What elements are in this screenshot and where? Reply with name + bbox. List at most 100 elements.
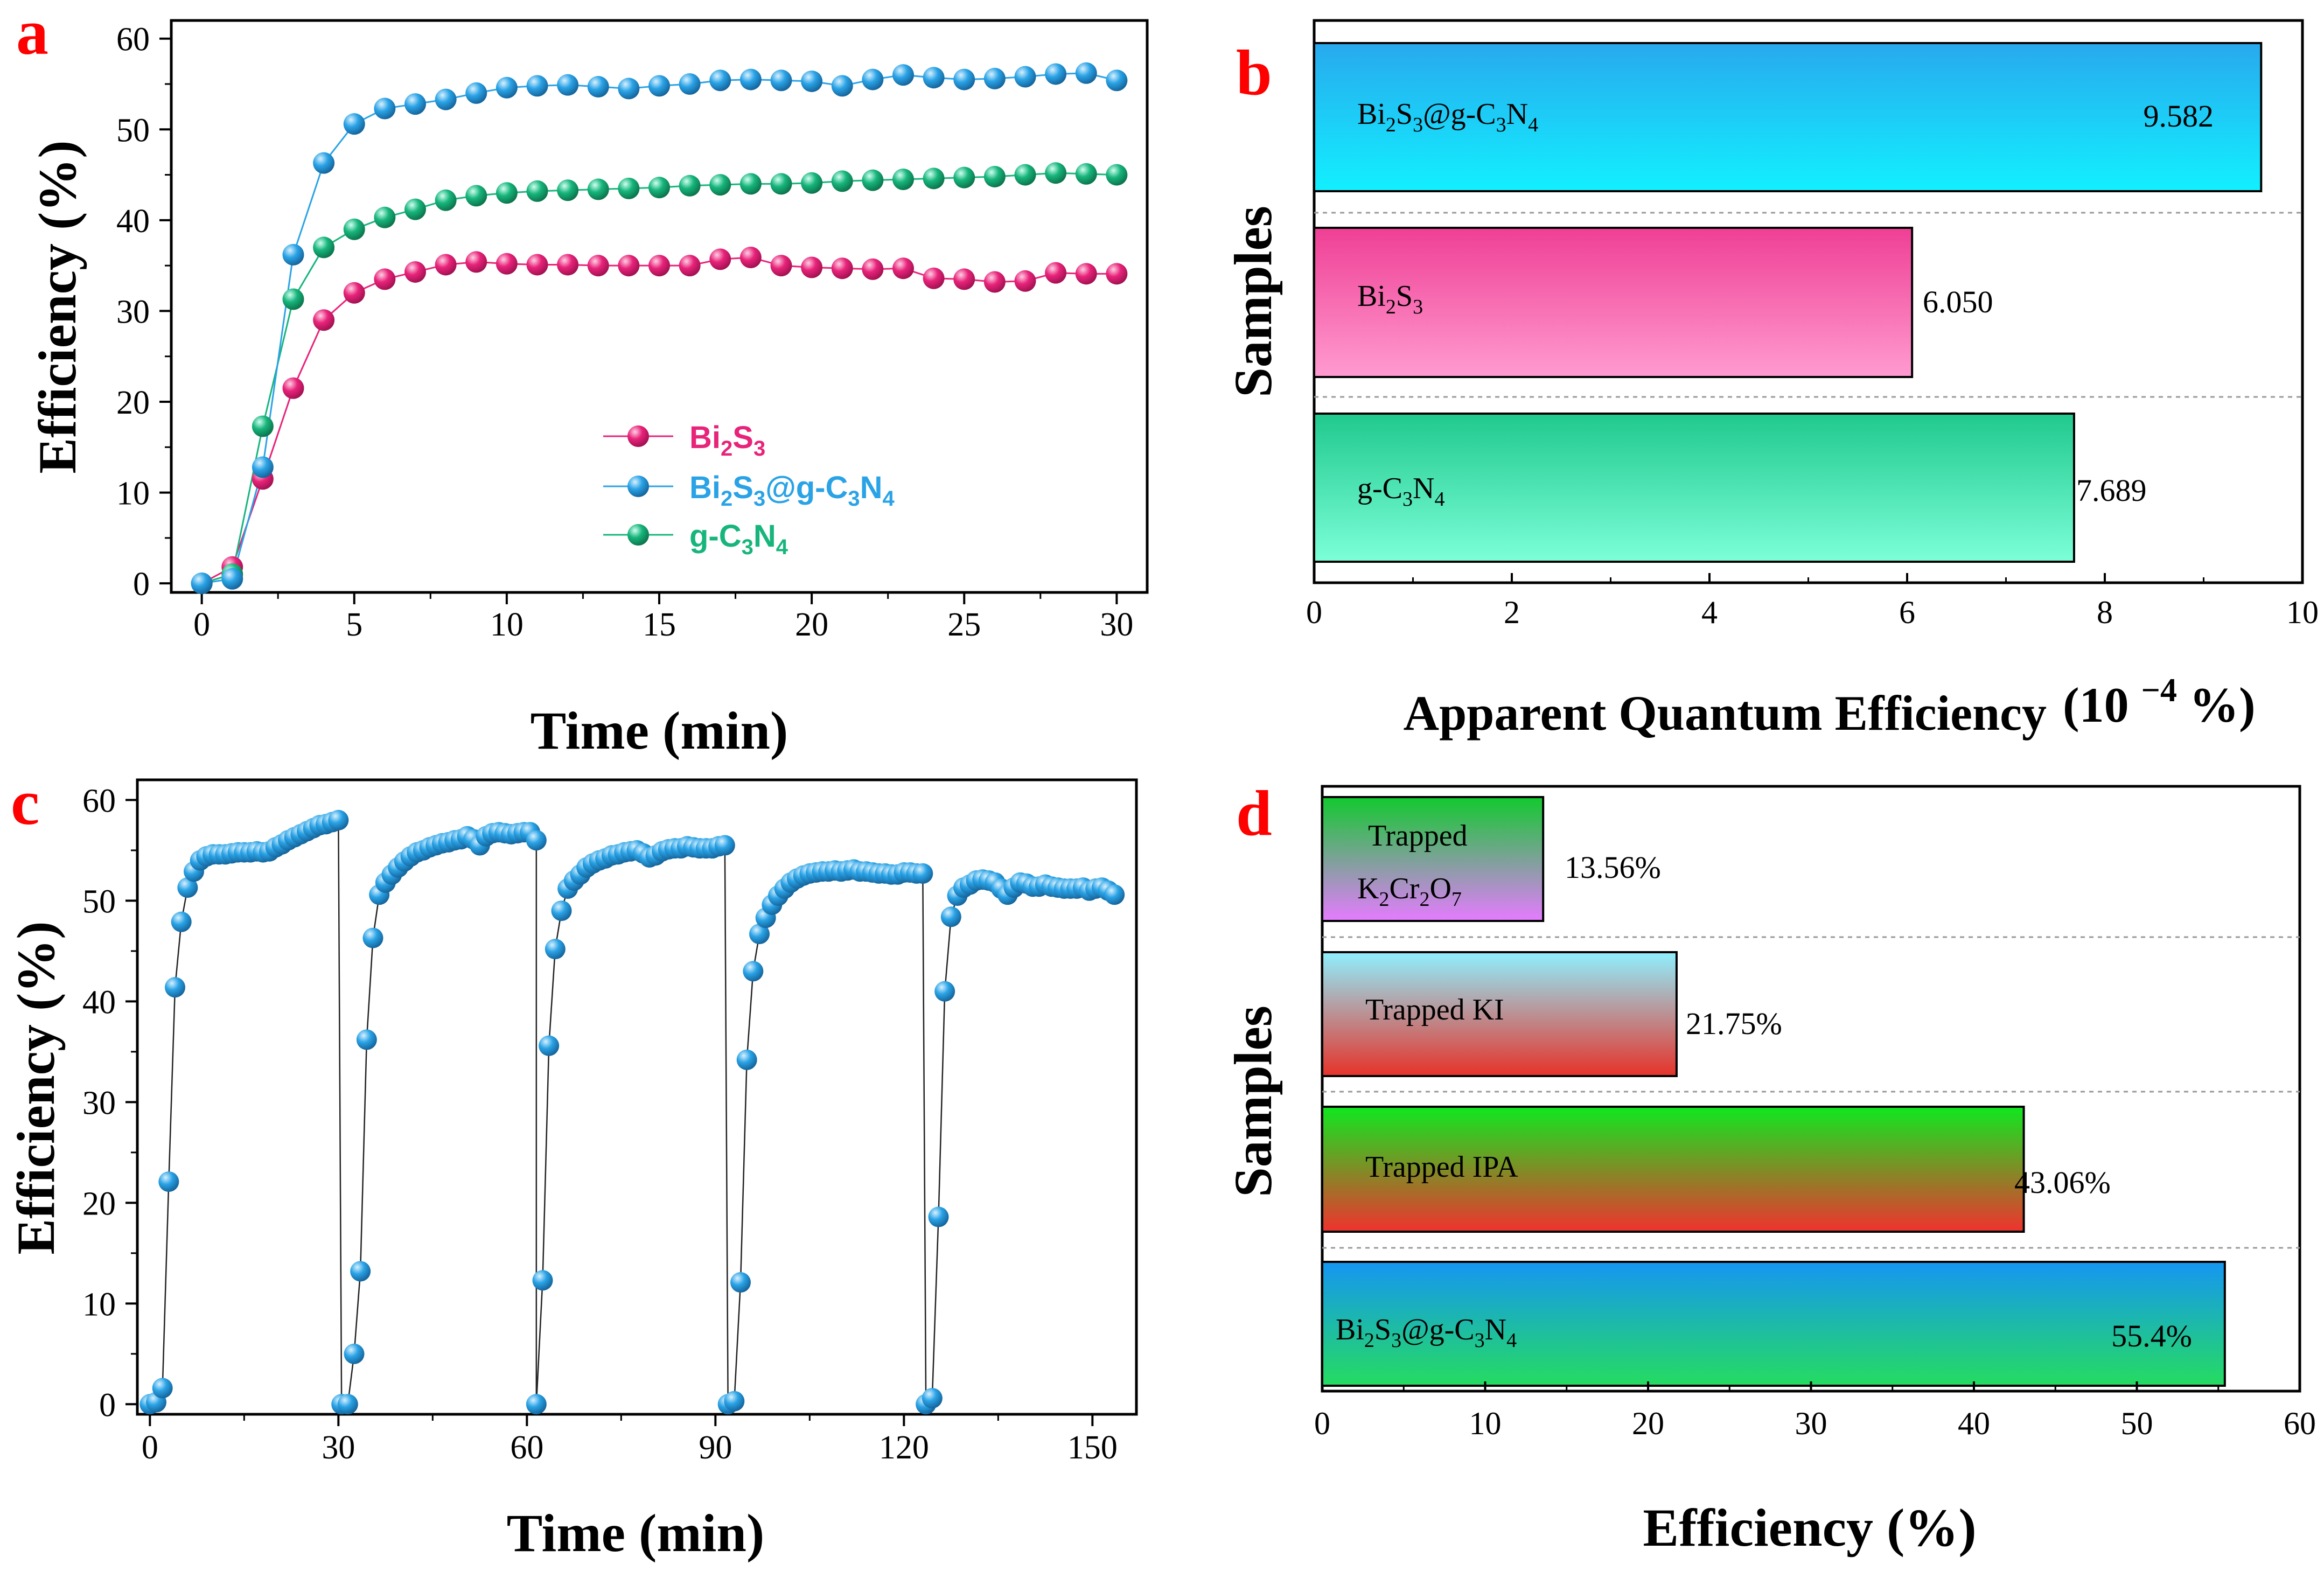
data-point bbox=[1014, 270, 1036, 292]
x-tick-label: 50 bbox=[2121, 1406, 2153, 1441]
x-tick-label: 6 bbox=[1899, 595, 1915, 630]
data-point bbox=[344, 1343, 365, 1364]
panel-c-series bbox=[139, 809, 1125, 1415]
data-point bbox=[618, 177, 640, 199]
data-point bbox=[177, 877, 198, 898]
data-point bbox=[362, 927, 383, 948]
panel-c-ticks: 0 30 60 90 120 150 0 10 20 30 40 50 60 bbox=[82, 783, 1118, 1466]
legend-item-bi2s3: Bi2S3 bbox=[603, 420, 765, 460]
x-tick-label: 0 bbox=[1306, 595, 1322, 630]
x-tick-label: 0 bbox=[142, 1429, 158, 1466]
panel-c-frame bbox=[136, 778, 1138, 1416]
data-point bbox=[709, 174, 731, 196]
data-point bbox=[221, 568, 243, 590]
data-point bbox=[831, 170, 853, 192]
bar-label-gc3n4: g-C3N4 bbox=[1357, 472, 1444, 511]
data-point bbox=[953, 166, 975, 188]
x-tick-label: 25 bbox=[947, 606, 981, 643]
y-tick-label: 40 bbox=[116, 203, 150, 240]
x-tick-label: 5 bbox=[346, 606, 362, 643]
y-tick-label: 40 bbox=[82, 984, 116, 1021]
data-point bbox=[435, 189, 457, 211]
data-point bbox=[282, 288, 304, 310]
panel-d-letter: d bbox=[1236, 777, 1272, 849]
data-point bbox=[739, 246, 762, 268]
panel-d-ticks: 0 10 20 30 40 50 60 bbox=[1314, 1381, 2316, 1441]
value-label-bi2s3: 6.050 bbox=[1923, 284, 1993, 319]
data-point bbox=[343, 218, 365, 240]
data-point bbox=[1106, 164, 1128, 186]
data-point bbox=[374, 268, 396, 290]
x-tick-label: 0 bbox=[193, 606, 210, 643]
data-point bbox=[252, 456, 274, 478]
x-tick-label: 30 bbox=[1100, 606, 1133, 643]
data-point bbox=[618, 78, 640, 100]
data-point bbox=[912, 863, 933, 884]
data-point bbox=[801, 172, 823, 194]
data-point bbox=[770, 69, 792, 92]
data-point bbox=[983, 165, 1006, 187]
bar bbox=[1321, 1261, 2226, 1387]
data-point bbox=[892, 64, 914, 86]
data-point bbox=[923, 267, 945, 289]
panel-d-ylabel: Samples bbox=[1223, 1006, 1283, 1197]
data-point bbox=[152, 1378, 173, 1399]
x-tick-label: 10 bbox=[1469, 1406, 1502, 1441]
data-point bbox=[953, 268, 975, 290]
cycle-trace-line bbox=[149, 819, 1115, 1406]
data-point bbox=[934, 981, 955, 1002]
data-point bbox=[679, 174, 701, 197]
value-label-k2cr2o7: 13.56% bbox=[1565, 850, 1661, 885]
data-point bbox=[404, 93, 426, 115]
x-tick-label: 90 bbox=[699, 1429, 732, 1466]
data-point bbox=[648, 75, 670, 97]
panel-d-xlabel: Efficiency (%) bbox=[1643, 1498, 1976, 1558]
y-tick-label: 20 bbox=[116, 385, 150, 421]
bar bbox=[1313, 42, 2263, 192]
bar bbox=[1321, 796, 1545, 922]
data-point bbox=[953, 68, 975, 90]
data-point bbox=[1106, 69, 1128, 92]
series-line-2 bbox=[201, 172, 1117, 584]
data-point bbox=[1045, 63, 1067, 85]
panel-b-xlabel-unit: (10 −4 %) bbox=[2063, 672, 2256, 732]
bar bbox=[1321, 1106, 2025, 1233]
data-point bbox=[801, 70, 823, 92]
data-point bbox=[313, 236, 335, 259]
y-tick-label: 10 bbox=[116, 476, 150, 512]
data-point bbox=[526, 254, 548, 276]
x-tick-label: 30 bbox=[322, 1429, 355, 1466]
data-point bbox=[618, 255, 640, 277]
value-label-ki: 21.75% bbox=[1686, 1006, 1782, 1041]
data-point bbox=[736, 1049, 757, 1070]
data-point bbox=[714, 835, 735, 856]
data-point bbox=[328, 809, 349, 830]
bar-label-bi2s3: Bi2S3 bbox=[1357, 280, 1423, 318]
data-point bbox=[770, 173, 792, 195]
x-tick-label: 10 bbox=[490, 606, 524, 643]
value-label-bi2s3-gc3n4: 9.582 bbox=[2144, 99, 2214, 134]
data-point bbox=[587, 255, 609, 277]
legend-label: Bi2S3 bbox=[689, 420, 765, 460]
panel-a-frame bbox=[170, 19, 1149, 594]
data-point bbox=[892, 257, 914, 280]
bar-label-bi2s3-gc3n4-d: Bi2S3@g-C3N4 bbox=[1336, 1313, 1517, 1352]
data-point bbox=[1014, 66, 1036, 88]
data-point bbox=[539, 1035, 560, 1056]
legend-label: g-C3N4 bbox=[689, 519, 788, 559]
bar bbox=[1313, 413, 2075, 563]
legend-item-gc3n4: g-C3N4 bbox=[603, 519, 788, 559]
data-point bbox=[923, 67, 945, 89]
data-point bbox=[435, 88, 457, 110]
y-tick-label: 30 bbox=[82, 1085, 116, 1121]
x-tick-label: 150 bbox=[1067, 1429, 1118, 1466]
data-point bbox=[709, 248, 731, 270]
x-tick-label: 15 bbox=[643, 606, 676, 643]
bar bbox=[1313, 227, 1914, 378]
data-point bbox=[1106, 263, 1128, 285]
data-point bbox=[730, 1272, 751, 1293]
data-point bbox=[526, 180, 548, 202]
data-point bbox=[983, 271, 1006, 293]
x-tick-label: 60 bbox=[510, 1429, 543, 1466]
